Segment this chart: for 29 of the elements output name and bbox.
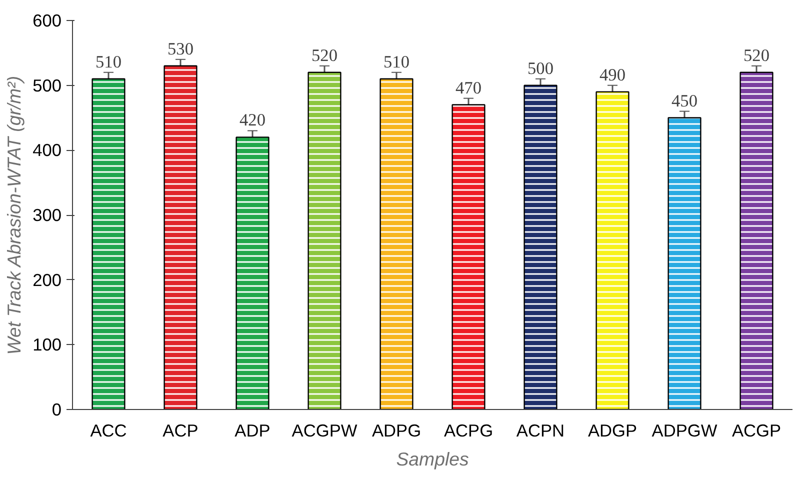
- y-tick-label: 600: [32, 10, 62, 30]
- data-label: 510: [384, 52, 410, 72]
- y-tick-label: 0: [52, 400, 62, 420]
- data-label: 450: [672, 91, 698, 110]
- y-tick-label: 100: [32, 334, 62, 355]
- data-label: 500: [528, 58, 554, 78]
- data-label: 520: [744, 46, 770, 65]
- x-tick-label: ACGPW: [292, 420, 358, 440]
- x-tick-label: ACGP: [732, 420, 782, 440]
- data-label: 490: [600, 65, 626, 84]
- data-label: 520: [312, 46, 338, 65]
- y-tick-label: 400: [32, 140, 62, 160]
- y-tick-label: 200: [32, 270, 62, 290]
- y-tick-label: 300: [32, 205, 62, 225]
- x-tick-label: ADPG: [372, 420, 422, 440]
- x-axis-title: Samples: [396, 448, 469, 470]
- y-tick-label: 500: [32, 75, 62, 96]
- x-tick-label: ADGP: [588, 420, 638, 440]
- x-tick-label: ADP: [234, 420, 270, 440]
- x-tick-label: ACPN: [516, 420, 565, 440]
- x-tick-label: ADPGW: [652, 420, 718, 440]
- x-tick-label: ACP: [162, 420, 198, 440]
- x-tick-label: ACC: [90, 420, 127, 440]
- data-label: 510: [96, 52, 122, 72]
- y-axis-title: Wet Track Abrasion-WTAT (gr/m²): [4, 76, 25, 355]
- data-label: 530: [168, 39, 194, 58]
- x-tick-label: ACPG: [444, 420, 494, 440]
- data-label: 420: [240, 110, 266, 130]
- data-label: 470: [456, 78, 482, 98]
